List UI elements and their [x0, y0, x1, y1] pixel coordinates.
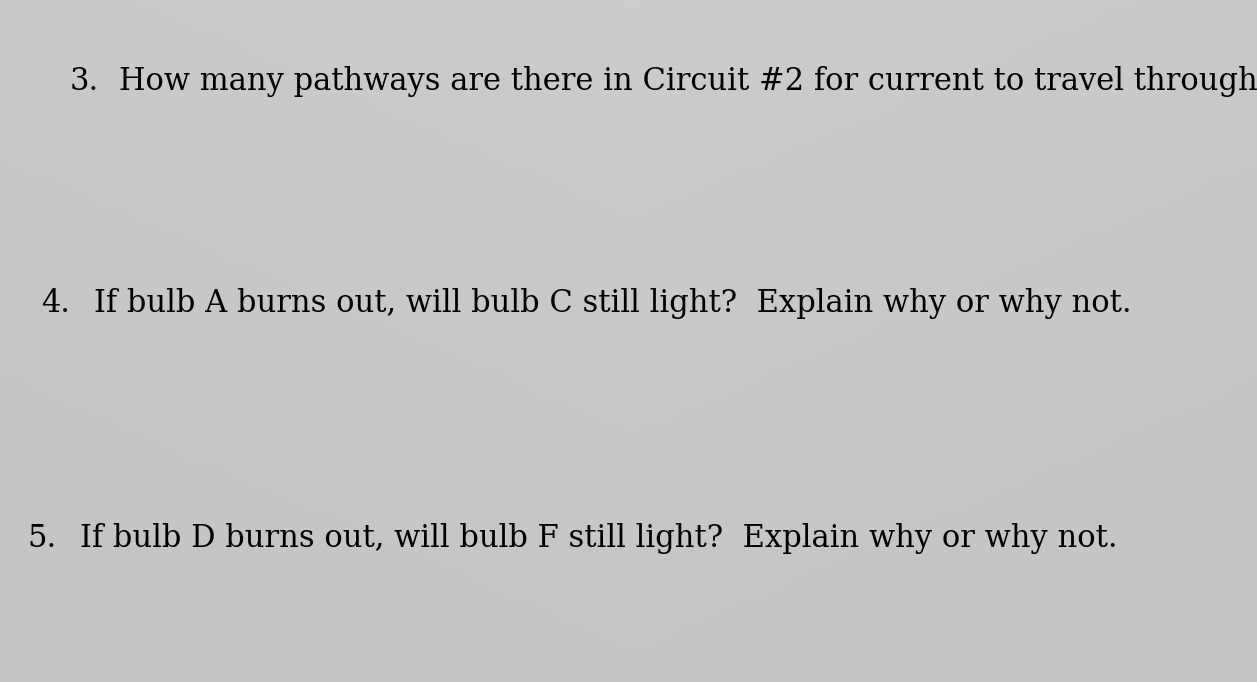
Text: If bulb D burns out, will bulb F still light?  Explain why or why not.: If bulb D burns out, will bulb F still l…	[80, 523, 1117, 554]
Text: 4.: 4.	[41, 288, 70, 319]
Text: How many pathways are there in Circuit #2 for current to travel through?: How many pathways are there in Circuit #…	[119, 66, 1257, 98]
Text: 3.: 3.	[69, 66, 98, 98]
Text: 5.: 5.	[28, 523, 57, 554]
Text: If bulb A burns out, will bulb C still light?  Explain why or why not.: If bulb A burns out, will bulb C still l…	[94, 288, 1131, 319]
